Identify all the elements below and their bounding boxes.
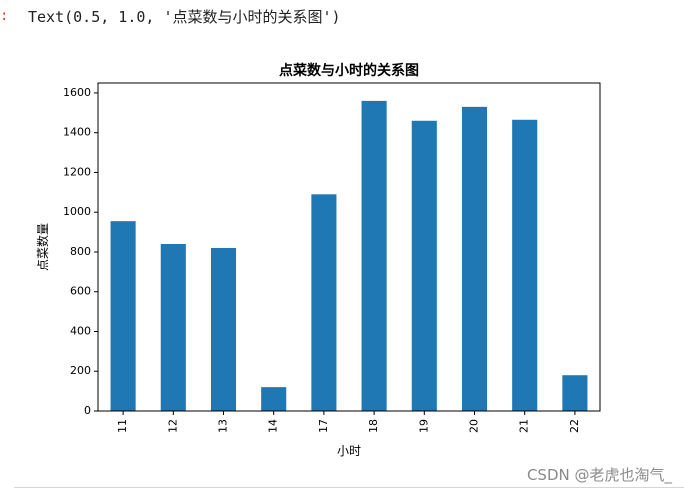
y-tick-label-1600: 1600 [63,86,91,99]
x-axis-label: 小时 [337,444,361,458]
y-tick-label-1400: 1400 [63,126,91,139]
x-tick-label-13: 13 [217,419,230,433]
cell-output-text: Text(0.5, 1.0, '点菜数与小时的关系图') [28,8,341,26]
x-tick-label-21: 21 [518,419,531,433]
output-prompt-marker: : [0,8,9,24]
plot-frame [97,82,601,412]
y-tick-label-800: 800 [70,245,91,258]
chart-title: 点菜数与小时的关系图 [279,62,419,79]
y-tick-label-0: 0 [84,404,91,417]
bar-21 [512,119,538,411]
csdn-watermark: CSDN @老虎也淘气_ [526,466,672,484]
next-cell-border [14,487,684,496]
bar-20 [461,106,488,411]
y-tick-label-1200: 1200 [63,165,91,178]
bar-22 [562,375,588,411]
bar-17 [311,194,337,411]
x-tick-label-22: 22 [568,419,581,433]
x-tick-label-20: 20 [468,419,481,433]
y-tick-label-600: 600 [70,285,91,298]
bar-11 [110,221,136,411]
x-tick-label-12: 12 [166,419,179,433]
x-tick-label-18: 18 [367,419,380,433]
y-tick-label-1000: 1000 [63,205,91,218]
x-tick-label-14: 14 [267,419,280,433]
x-tick-label-19: 19 [417,419,430,433]
bar-14 [261,387,287,411]
bar-13 [210,247,237,411]
bar-18 [361,100,387,412]
y-tick-label-200: 200 [70,364,91,377]
y-tick-label-400: 400 [70,324,91,337]
bar-19 [411,120,437,411]
bar-12 [160,244,186,411]
y-axis-label: 点菜数量 [35,223,50,271]
x-tick-label-17: 17 [317,419,330,433]
x-tick-label-11: 11 [116,419,129,433]
